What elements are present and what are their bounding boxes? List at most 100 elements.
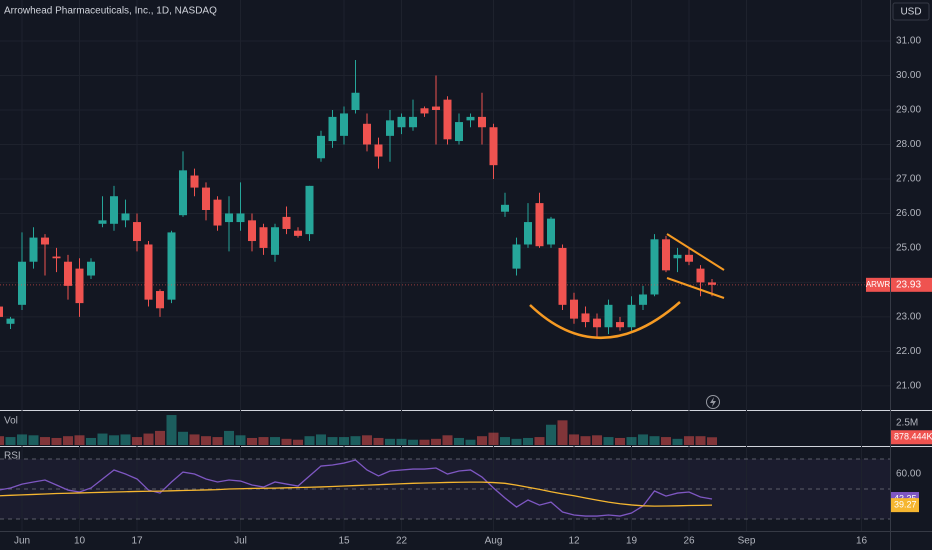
volume-bar <box>293 439 303 445</box>
candle-body <box>547 218 555 245</box>
candle-body <box>202 187 210 210</box>
volume-bar <box>580 436 591 445</box>
rsi-last-label: 39.27 <box>894 500 917 510</box>
candle-body <box>133 222 141 242</box>
y-tick-label: 31.00 <box>896 36 921 47</box>
rsi-tag <box>891 498 919 513</box>
candle-body <box>558 247 567 305</box>
candle-body <box>639 294 647 305</box>
candle-body <box>167 232 176 300</box>
candle-body <box>455 122 463 142</box>
candle-body <box>512 244 521 269</box>
candle-body <box>696 268 705 283</box>
volume-bar <box>615 437 625 445</box>
candle-body <box>156 291 164 309</box>
volume-bar <box>74 435 85 445</box>
candle-body <box>535 203 544 247</box>
last-price-label: 23.93 <box>896 279 921 290</box>
volume-bar <box>86 437 96 445</box>
volume-bar <box>28 435 39 445</box>
chart-title: Arrowhead Pharmaceuticals, Inc., 1D, NAS… <box>4 6 217 17</box>
volume-bar <box>396 438 407 445</box>
candle-body <box>374 144 383 157</box>
volume-bar <box>350 436 361 445</box>
volume-bar <box>270 437 280 445</box>
candle-body <box>87 261 95 276</box>
candle-body <box>190 175 199 188</box>
volume-bar <box>592 435 602 445</box>
candle-body <box>432 106 440 110</box>
symbol-label: ARWR <box>866 280 891 289</box>
volume-bar <box>454 437 464 445</box>
volume-bar <box>178 431 188 445</box>
volume-bar <box>189 434 200 445</box>
volume-bar <box>442 435 453 445</box>
candle-body <box>708 282 716 285</box>
candle-body <box>340 113 348 136</box>
volume-bar <box>419 439 430 445</box>
volume-bar <box>362 435 372 445</box>
rsi-line <box>0 481 713 507</box>
volume-bar <box>166 415 177 445</box>
volume-bar <box>281 438 292 445</box>
volume-bar <box>17 434 27 445</box>
volume-bar <box>212 437 223 445</box>
volume-bar <box>40 437 50 445</box>
x-tick-label: 15 <box>338 536 350 547</box>
x-tick-label: Aug <box>485 536 503 547</box>
candle-body <box>328 116 337 142</box>
candle-body <box>662 239 670 271</box>
x-tick-label: Jul <box>234 536 247 547</box>
volume-bar <box>224 430 234 445</box>
candle-body <box>259 227 268 248</box>
volume-bar <box>649 436 660 445</box>
candle-body <box>52 256 61 259</box>
cup-drawing <box>529 301 681 339</box>
volume-bar <box>143 433 154 445</box>
candle-body <box>673 254 682 259</box>
volume-bar <box>672 438 683 445</box>
candle-body <box>363 123 371 145</box>
candle-body <box>121 213 130 221</box>
x-tick-label: 26 <box>683 536 695 547</box>
pane-title: Vol <box>4 416 18 427</box>
candle-body <box>179 170 187 216</box>
candle-body <box>604 304 613 328</box>
candle-body <box>409 116 417 128</box>
y-tick-label: 22.00 <box>896 346 921 357</box>
event-icon-bolt <box>710 397 716 407</box>
volume-bar <box>63 436 73 445</box>
volume-bar <box>534 437 545 445</box>
pane-title: RSI <box>4 451 21 462</box>
last-volume-label: 878.444K <box>894 432 932 442</box>
volume-tag <box>891 430 932 445</box>
candle-body <box>29 237 38 262</box>
candle-body <box>397 116 406 128</box>
rsi-band <box>0 459 890 519</box>
y-tick-label: 60.00 <box>896 469 921 480</box>
volume-bar <box>684 436 694 445</box>
grid <box>0 0 890 531</box>
candle-body <box>294 230 302 236</box>
candle-body <box>478 116 486 128</box>
volume-bar <box>408 439 418 445</box>
candle-body <box>225 213 233 223</box>
y-tick-label: 23.00 <box>896 312 921 323</box>
volume-bar <box>569 434 579 445</box>
currency: USD <box>900 7 921 18</box>
volume-bar <box>51 437 62 445</box>
symbol-tag <box>866 277 890 292</box>
candle-body <box>0 306 3 317</box>
volume-bar <box>523 437 533 445</box>
volume-bar <box>155 430 165 445</box>
event-icon[interactable] <box>706 395 720 409</box>
x-tick-label: 17 <box>131 536 143 547</box>
volume-bar <box>385 438 395 445</box>
y-tick-label: 25.00 <box>896 243 921 254</box>
volume-bar <box>511 438 522 445</box>
y-tick-label: 26.00 <box>896 208 921 219</box>
candle-body <box>18 261 26 305</box>
currency-box[interactable] <box>892 2 930 21</box>
candle-body <box>317 135 325 159</box>
candle-body <box>110 196 118 224</box>
